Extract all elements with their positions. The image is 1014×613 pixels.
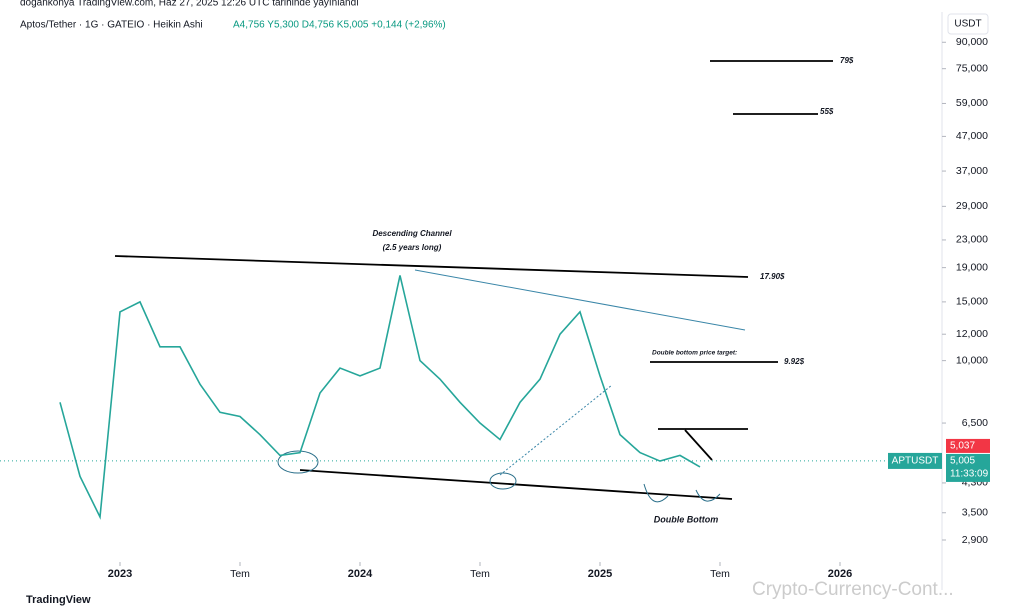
brand: TradingView [26,594,91,606]
symbol-label: APTUSDT [892,456,939,467]
x-tick-label: 2023 [108,568,132,580]
prev-price-box [946,438,990,453]
x-tick-label: Tem [230,568,250,580]
symbol: Aptos/Tether · 1G · GATEIO · Heikin Ashi [20,20,203,31]
y-tick-label: 3,500 [962,507,988,519]
annotation: 17.90$ [760,272,785,281]
y-tick-label: 19,000 [956,261,988,273]
ohlc: A4,756 Y5,300 D4,756 K5,005 +0,144 (+2,9… [233,20,446,31]
x-tick-label: 2025 [588,568,612,580]
annotation: Double bottom price target: [652,350,737,357]
price-label: 5,005 [950,456,975,467]
watermark: Crypto-Currency-Cont... [752,579,954,600]
trend-line [414,269,746,331]
annotation: 79$ [840,56,854,65]
annotation: Descending Channel [372,229,452,238]
y-tick-label: 90,000 [956,36,988,48]
prev-price: 5,037 [950,441,975,452]
y-tick-label: 2,900 [962,534,988,546]
y-tick-label: 23,000 [956,234,988,246]
x-tick-label: Tem [710,568,730,580]
x-tick-label: 2026 [828,568,852,580]
currency-box[interactable] [947,13,989,35]
x-tick-label: Tem [470,568,490,580]
drawings [114,60,833,500]
y-tick-label: 47,000 [956,130,988,142]
y-tick-label: 12,000 [956,328,988,340]
symbol-box [888,452,942,469]
circles [277,450,721,503]
annotation: 55$ [820,107,834,116]
published: dogankonya TradingView.com, Haz 27, 2025… [20,0,359,9]
annotation: 9.92$ [784,357,805,366]
x-tick-label: 2024 [348,568,373,580]
y-tick-label: 10,000 [956,354,988,366]
y-tick-label: 37,000 [956,165,988,177]
price-box [946,453,990,482]
countdown: 11:33:09 [950,469,989,480]
annotation: Double Bottom [654,514,719,524]
y-tick-label: 6,500 [962,417,988,429]
currency: USDT [954,19,981,30]
annotation: (2.5 years long) [383,243,442,252]
price-line [59,275,701,520]
y-tick-label: 75,000 [956,62,988,74]
y-tick-label: 59,000 [956,97,988,109]
y-tick-label: 29,000 [956,200,988,212]
y-tick-label: 15,000 [956,296,988,308]
